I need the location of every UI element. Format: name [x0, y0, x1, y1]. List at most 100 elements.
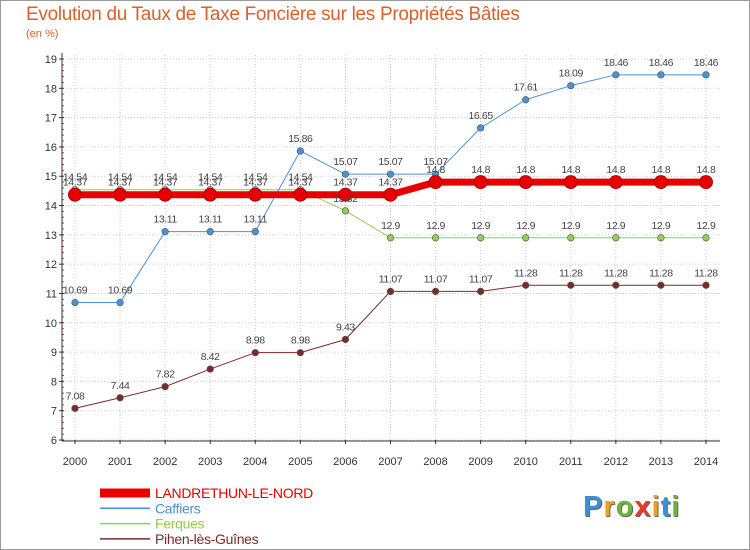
- data-label-caffiers: 18.46: [649, 57, 674, 69]
- data-label-landrethun-le-nord: 14.37: [108, 177, 133, 189]
- data-label-pihen-l-s-gu-nes: 11.28: [649, 267, 673, 279]
- data-point-pihen-l-s-gu-nes: [522, 281, 530, 289]
- data-label-pihen-l-s-gu-nes: 8.98: [246, 335, 265, 347]
- logo-letter: x: [634, 491, 652, 523]
- x-tick-label: 2000: [63, 456, 87, 468]
- data-label-caffiers: 13.11: [153, 214, 177, 226]
- data-label-caffiers: 15.07: [378, 156, 403, 168]
- data-point-ferques: [522, 234, 530, 242]
- data-point-caffiers: [161, 228, 169, 236]
- data-label-ferques: 12.9: [516, 220, 535, 232]
- data-point-ferques: [657, 234, 665, 242]
- data-label-caffiers: 10.69: [63, 285, 88, 297]
- data-point-pihen-l-s-gu-nes: [116, 394, 124, 402]
- data-label-landrethun-le-nord: 14.8: [697, 164, 716, 176]
- data-label-caffiers: 15.07: [423, 156, 448, 168]
- y-tick-label: 19: [45, 54, 57, 66]
- legend: LANDRETHUN-LE-NORDCaffiersFerquesPihen-l…: [100, 485, 313, 547]
- data-point-landrethun-le-nord: [518, 175, 533, 190]
- data-point-ferques: [431, 234, 440, 242]
- data-label-ferques: 14.54: [63, 172, 88, 184]
- x-tick-label: 2011: [559, 456, 583, 468]
- x-tick-label: 2006: [333, 456, 357, 468]
- data-label-caffiers: 15.07: [333, 156, 358, 168]
- data-label-landrethun-le-nord: 14.8: [606, 164, 625, 176]
- logo-letter: o: [615, 491, 635, 523]
- data-point-landrethun-le-nord: [338, 187, 353, 202]
- x-tick-label: 2004: [243, 456, 267, 468]
- data-label-pihen-l-s-gu-nes: 8.42: [201, 351, 220, 363]
- y-tick-label: 11: [46, 288, 57, 300]
- data-point-pihen-l-s-gu-nes: [657, 281, 665, 289]
- data-point-caffiers: [71, 298, 79, 307]
- y-tick-label: 17: [45, 113, 57, 125]
- y-tick-label: 7: [51, 406, 57, 418]
- data-point-ferques: [477, 234, 485, 242]
- data-label-ferques: 12.9: [381, 220, 400, 232]
- y-tick-label: 12: [45, 259, 57, 271]
- data-label-landrethun-le-nord: 14.37: [333, 177, 358, 189]
- logo-letter: P: [583, 491, 604, 523]
- data-point-pihen-l-s-gu-nes: [251, 349, 259, 357]
- data-label-caffiers: 13.11: [198, 214, 222, 226]
- data-label-pihen-l-s-gu-nes: 8.98: [291, 335, 310, 347]
- y-tick-label: 10: [45, 318, 57, 330]
- data-point-pihen-l-s-gu-nes: [341, 335, 350, 344]
- legend-label-landrethun-le-nord: LANDRETHUN-LE-NORD: [155, 485, 313, 501]
- x-tick-label: 2005: [288, 456, 312, 468]
- data-point-landrethun-le-nord: [68, 187, 82, 202]
- data-point-caffiers: [251, 228, 259, 236]
- data-point-caffiers: [116, 298, 124, 307]
- data-label-pihen-l-s-gu-nes: 11.28: [694, 267, 718, 279]
- data-label-caffiers: 16.65: [468, 110, 493, 122]
- x-tick-label: 2010: [513, 456, 537, 468]
- data-label-ferques: 12.9: [561, 220, 580, 232]
- data-label-landrethun-le-nord: 14.8: [651, 164, 670, 176]
- data-label-caffiers: 18.46: [694, 57, 719, 69]
- data-point-caffiers: [296, 147, 304, 155]
- data-label-pihen-l-s-gu-nes: 11.07: [469, 273, 493, 285]
- data-label-landrethun-le-nord: 14.37: [63, 177, 88, 189]
- x-tick-label: 2009: [468, 456, 492, 468]
- logo-letter: i: [651, 491, 661, 523]
- logo-letter: r: [603, 491, 616, 523]
- data-label-pihen-l-s-gu-nes: 7.44: [111, 380, 130, 392]
- chart-subtitle: (en %): [26, 28, 59, 40]
- x-tick-label: 2007: [378, 456, 402, 468]
- data-point-pihen-l-s-gu-nes: [477, 287, 485, 296]
- data-point-pihen-l-s-gu-nes: [71, 404, 79, 412]
- data-point-ferques: [567, 234, 575, 242]
- data-point-caffiers: [206, 228, 214, 236]
- data-point-ferques: [612, 234, 620, 242]
- logo-letter: t: [660, 491, 672, 523]
- data-point-landrethun-le-nord: [473, 175, 488, 190]
- data-point-landrethun-le-nord: [608, 175, 623, 190]
- grid-lines: [62, 55, 720, 441]
- data-label-ferques: 12.9: [697, 220, 716, 232]
- data-point-landrethun-le-nord: [203, 187, 218, 202]
- data-point-landrethun-le-nord: [158, 187, 173, 202]
- data-label-pihen-l-s-gu-nes: 7.08: [66, 390, 85, 402]
- data-label-pihen-l-s-gu-nes: 11.07: [424, 273, 448, 285]
- data-point-landrethun-le-nord: [653, 175, 668, 190]
- data-point-pihen-l-s-gu-nes: [431, 287, 440, 296]
- data-label-landrethun-le-nord: 14.8: [516, 164, 535, 176]
- data-label-caffiers: 15.86: [288, 133, 313, 145]
- data-label-caffiers: 18.09: [559, 68, 584, 80]
- data-label-ferques: 14.54: [243, 172, 268, 184]
- data-point-caffiers: [567, 82, 575, 90]
- data-point-caffiers: [702, 71, 710, 79]
- legend-label-pihen-l-s-gu-nes: Pihen-lès-Guînes: [155, 531, 259, 547]
- series-layer: [68, 71, 713, 412]
- data-label-landrethun-le-nord: 14.8: [426, 164, 445, 176]
- data-point-ferques: [341, 207, 350, 215]
- data-labels: 7.08 7.44 7.82 8.42 8.98 8.98 9.43 11.07 11.07 11…: [63, 57, 719, 403]
- data-label-pihen-l-s-gu-nes: 9.43: [336, 321, 355, 333]
- data-label-pihen-l-s-gu-nes: 7.82: [156, 369, 175, 381]
- data-point-caffiers: [522, 96, 530, 104]
- data-point-landrethun-le-nord: [293, 187, 308, 202]
- legend-label-caffiers: Caffiers: [155, 500, 201, 516]
- x-tick-label: 2001: [108, 456, 132, 468]
- data-label-pihen-l-s-gu-nes: 11.07: [379, 273, 403, 285]
